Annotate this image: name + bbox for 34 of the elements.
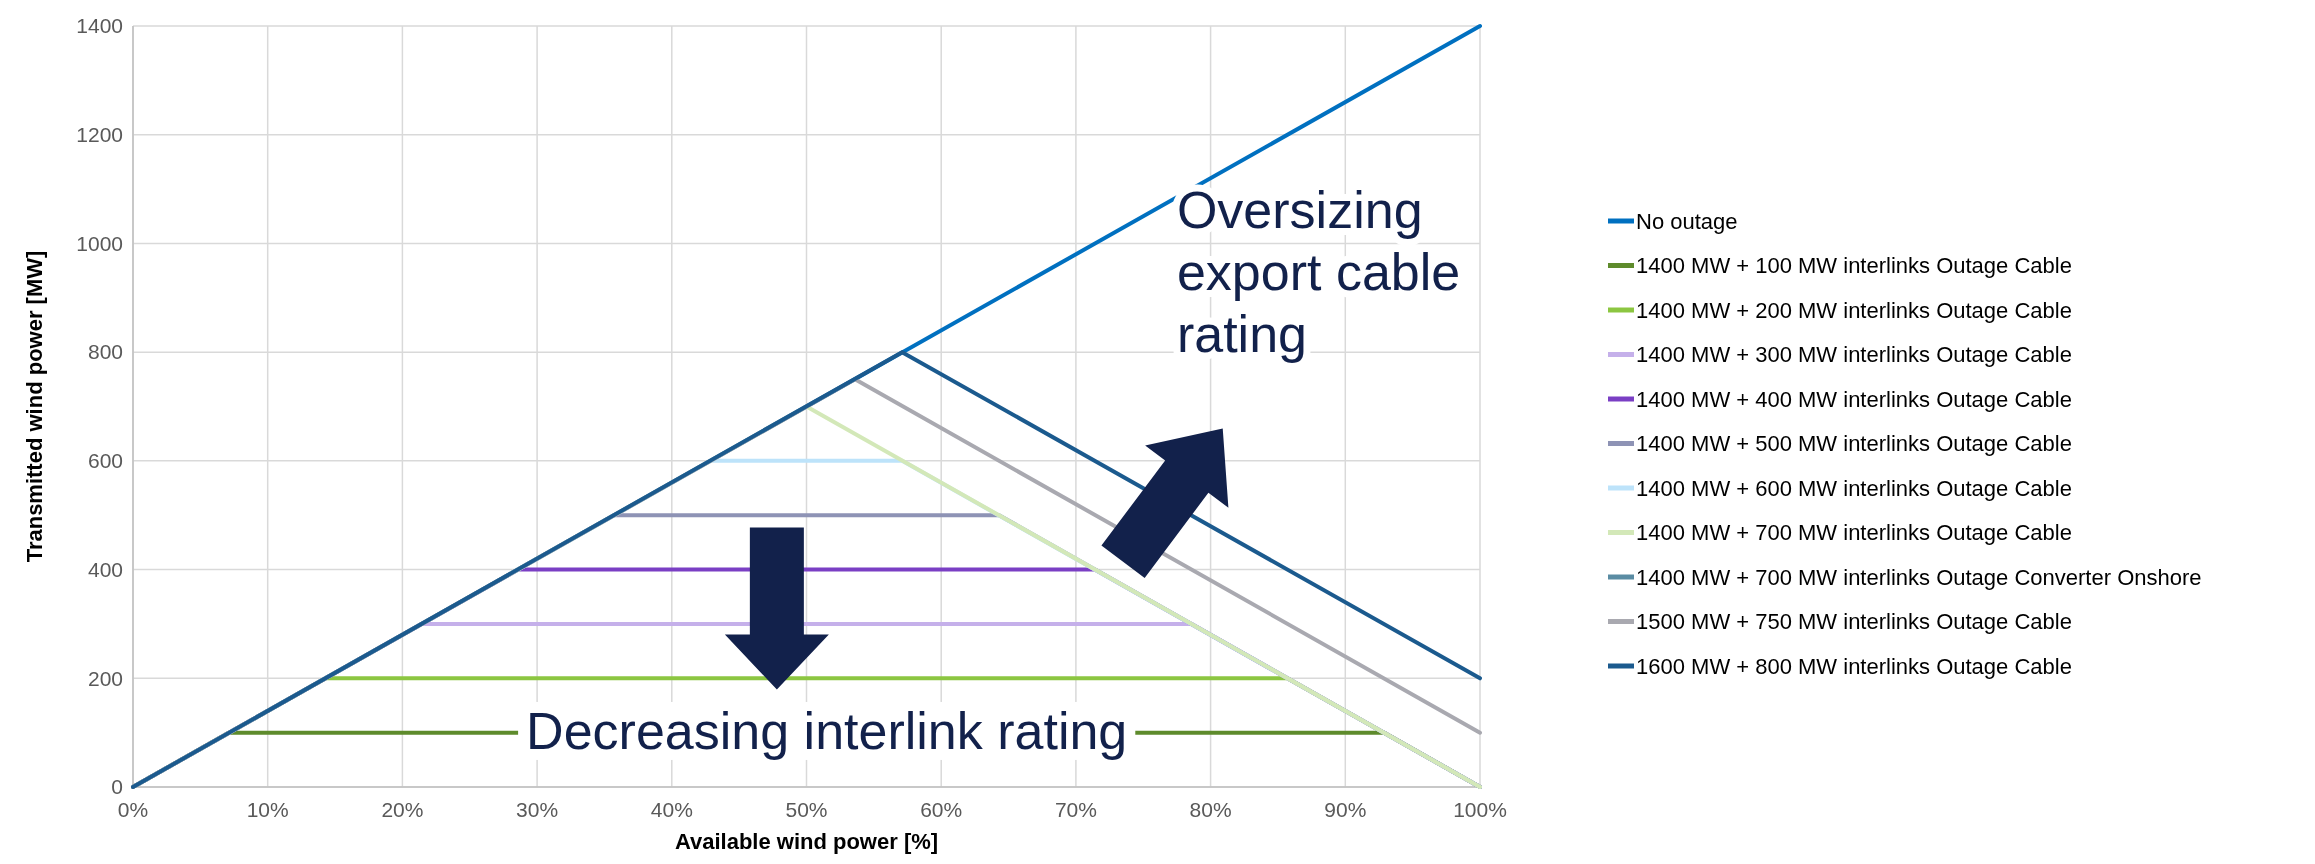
y-tick-label: 1400 bbox=[76, 14, 123, 38]
x-tick-label: 50% bbox=[785, 798, 828, 821]
y-tick-label: 600 bbox=[87, 449, 123, 473]
y-axis-title: Transmitted wind power [MW] bbox=[22, 250, 47, 563]
x-tick-label: 90% bbox=[1324, 798, 1367, 821]
x-tick-label: 80% bbox=[1189, 798, 1232, 821]
y-tick-label: 400 bbox=[87, 557, 123, 581]
legend-label: 1400 MW + 200 MW interlinks Outage Cable bbox=[1636, 297, 2072, 323]
y-tick-label: 0 bbox=[111, 775, 123, 799]
legend-label: 1400 MW + 700 MW interlinks Outage Converter Onshore bbox=[1636, 564, 2202, 590]
legend-label: 1400 MW + 500 MW interlinks Outage Cable bbox=[1636, 431, 2072, 457]
x-tick-label: 100% bbox=[1453, 798, 1507, 821]
y-tick-label: 800 bbox=[87, 340, 123, 364]
x-tick-label: 0% bbox=[117, 798, 149, 821]
legend-label: 1400 MW + 400 MW interlinks Outage Cable bbox=[1636, 386, 2072, 412]
legend-label: 1500 MW + 750 MW interlinks Outage Cable bbox=[1636, 609, 2072, 635]
x-axis-title: Available wind power [%] bbox=[674, 829, 939, 854]
legend-label: 1400 MW + 100 MW interlinks Outage Cable bbox=[1636, 253, 2072, 279]
annotation: Decreasing interlink rating bbox=[526, 701, 1128, 760]
legend-label: 1400 MW + 600 MW interlinks Outage Cable bbox=[1636, 475, 2072, 501]
legend-label: 1400 MW + 300 MW interlinks Outage Cable bbox=[1636, 342, 2072, 368]
y-tick-label: 200 bbox=[87, 666, 123, 690]
x-tick-label: 30% bbox=[516, 798, 559, 821]
x-tick-label: 70% bbox=[1054, 798, 1097, 821]
x-tick-label: 60% bbox=[920, 798, 963, 821]
legend-label: 1400 MW + 700 MW interlinks Outage Cable bbox=[1636, 520, 2072, 546]
y-tick-label: 1200 bbox=[76, 123, 123, 147]
y-tick-label: 1000 bbox=[76, 231, 123, 255]
legend-label: 1600 MW + 800 MW interlinks Outage Cable bbox=[1636, 653, 2072, 679]
x-tick-label: 40% bbox=[650, 798, 693, 821]
annotation: Oversizing export cable rating bbox=[1176, 180, 1461, 363]
x-tick-label: 20% bbox=[381, 798, 424, 821]
x-tick-label: 10% bbox=[246, 798, 289, 821]
legend-label: No outage bbox=[1636, 208, 1738, 234]
